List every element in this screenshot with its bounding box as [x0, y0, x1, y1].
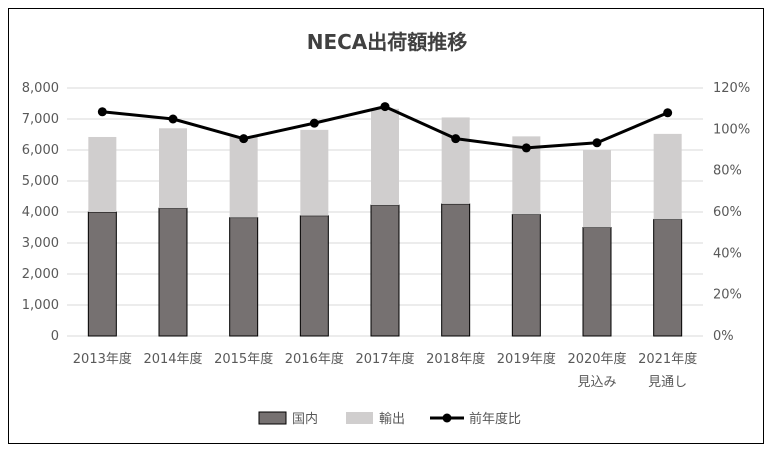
ratio-line [97, 102, 673, 153]
chart-title: NECA出荷額推移 [307, 30, 468, 54]
right-tick-label: 40% [713, 246, 742, 261]
bar-domestic [511, 213, 541, 337]
chart-svg: NECA出荷額推移 0 1,000 2,000 3,000 4,000 5,000 6,00… [22, 30, 750, 427]
bar-export [88, 136, 117, 212]
x-tick-label: 2019年度 [497, 351, 556, 367]
x-tick-label: 2016年度 [285, 351, 344, 367]
left-tick-label: 0 [51, 329, 59, 344]
ratio-point [521, 143, 531, 153]
ratio-point [380, 102, 390, 112]
left-tick-label: 1,000 [22, 298, 59, 313]
right-tick-label: 60% [713, 205, 742, 220]
legend-label-export: 輸出 [379, 412, 405, 427]
bar-export [441, 117, 470, 204]
ratio-point [239, 134, 249, 144]
legend-marker-ratio [442, 413, 452, 423]
left-axis: 0 1,000 2,000 3,000 4,000 5,000 6,000 7,000 8,00… [22, 81, 59, 344]
bar-domestic [87, 211, 117, 337]
right-axis: 0% 20% 40% 60% 80% 100% 120% [713, 81, 750, 344]
legend-swatch-domestic [258, 411, 287, 425]
ratio-point [451, 134, 461, 144]
legend-label-ratio: 前年度比 [469, 411, 521, 427]
bar-domestic [299, 215, 329, 337]
ratio-point [663, 108, 673, 118]
legend: 国内 輸出 前年度比 [258, 411, 521, 427]
bar-export [583, 150, 611, 228]
bar-domestic [158, 207, 188, 337]
left-tick-label: 6,000 [22, 143, 59, 158]
x-axis: 2013年度 2014年度 2015年度 2016年度 2017年度 2018年度 2019… [73, 351, 697, 390]
right-tick-label: 80% [713, 164, 742, 179]
bar-export [159, 128, 187, 209]
bar-domestic [370, 204, 400, 337]
x-tick-label: 2014年度 [143, 351, 202, 367]
bar-domestic [653, 218, 683, 337]
bars [87, 108, 683, 337]
left-tick-label: 7,000 [22, 112, 59, 127]
bar-domestic [582, 227, 612, 337]
right-tick-label: 0% [713, 329, 734, 344]
left-tick-label: 8,000 [22, 81, 59, 96]
left-tick-label: 5,000 [22, 174, 59, 189]
x-tick-label: 2021年度 [638, 351, 697, 367]
left-tick-label: 2,000 [22, 267, 59, 282]
x-tick-label: 2013年度 [73, 351, 132, 367]
x-tick-label: 見通し [648, 375, 687, 390]
right-tick-label: 20% [713, 288, 742, 303]
legend-swatch-export [346, 412, 373, 424]
left-tick-label: 3,000 [22, 236, 59, 251]
right-tick-label: 100% [713, 122, 750, 137]
bar-domestic [229, 217, 259, 337]
bar-export [371, 108, 399, 206]
legend-label-domestic: 国内 [292, 411, 318, 427]
right-tick-label: 120% [713, 81, 750, 96]
x-tick-label: 2018年度 [426, 351, 485, 367]
x-tick-label: 2015年度 [214, 351, 273, 367]
bar-export [653, 133, 682, 220]
left-tick-label: 4,000 [22, 205, 59, 220]
ratio-point [168, 114, 178, 124]
bar-export [300, 129, 329, 216]
bar-domestic [441, 203, 471, 337]
x-tick-label: 2020年度 [567, 351, 626, 367]
x-tick-label: 2017年度 [355, 351, 414, 367]
ratio-point [97, 107, 107, 117]
bar-export [229, 136, 258, 218]
ratio-point [592, 138, 602, 148]
x-tick-label: 見込み [577, 375, 616, 390]
chart-frame: NECA出荷額推移 0 1,000 2,000 3,000 4,000 5,000 6,00… [8, 8, 764, 444]
ratio-point [309, 118, 319, 128]
